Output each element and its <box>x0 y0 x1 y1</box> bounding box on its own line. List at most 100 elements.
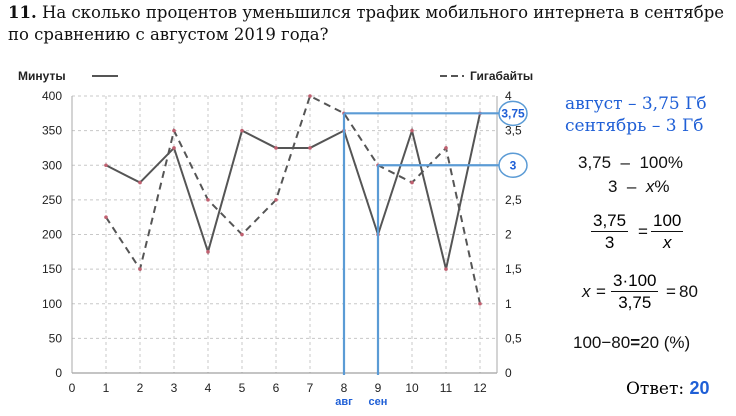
x-tick-label: 3 <box>171 381 178 395</box>
proportion-1-left: 3,75 <box>578 153 612 172</box>
proportion-2-var: x <box>645 177 655 196</box>
chart-grid <box>72 95 497 374</box>
x-tick-label: 0 <box>69 381 76 395</box>
eq2-sign-1: = <box>596 282 606 301</box>
y-right-tick-label: 2,5 <box>505 193 522 207</box>
data-point-gigabytes <box>206 198 210 202</box>
data-point-gigabytes <box>478 301 482 306</box>
y-right-tick-label: 4 <box>505 89 512 103</box>
eq2-numerator: 3·100 <box>611 271 659 292</box>
answer: Ответ: 20 <box>626 378 710 399</box>
eq1-numerator-left: 3,75 <box>591 211 629 232</box>
august-value-label: 3,75 <box>501 106 525 120</box>
proportion-1-right: 100% <box>639 153 683 172</box>
y-left-tick-label: 400 <box>42 89 62 103</box>
y-right-tick-label: 0 <box>505 366 512 380</box>
eq1-denominator-right: x <box>662 233 672 252</box>
x-tick-label: 6 <box>273 381 280 395</box>
question-text: На сколько процентов уменьшился трафик м… <box>8 3 725 44</box>
eq1-fraction-left: 3,75 3 <box>591 211 629 253</box>
y-left-tick-label: 100 <box>42 297 62 311</box>
y-right-tick-label: 1 <box>505 297 512 311</box>
question-number: 11. <box>8 3 37 22</box>
data-point-gigabytes <box>240 232 244 237</box>
data-point-gigabytes <box>274 198 278 202</box>
y-right-tick-label: 1,5 <box>505 262 522 276</box>
data-point-minutes <box>138 180 142 185</box>
legend-label-minutes: Минуты <box>18 69 66 83</box>
solution-august: август – 3,75 Гб <box>565 94 707 114</box>
x-tick-label: 8 <box>341 381 348 395</box>
september-value-label: 3 <box>510 158 517 172</box>
x-tick-label: 5 <box>239 381 246 395</box>
data-point-minutes <box>172 146 176 150</box>
proportion-row-1: 3,75 – 100% <box>578 153 683 173</box>
x-tick-label: 7 <box>307 381 314 395</box>
y-left-tick-label: 300 <box>42 158 62 172</box>
x-mark-september: сен <box>369 396 388 408</box>
data-point-gigabytes <box>444 146 448 150</box>
data-point-minutes <box>274 146 278 150</box>
proportion-1-dash: – <box>620 153 631 172</box>
y-right-tick-label: 0,5 <box>505 331 522 345</box>
series-line-minutes <box>105 113 481 270</box>
solution-september: сентябрь – 3 Гб <box>565 116 704 136</box>
data-point-minutes <box>240 128 244 133</box>
eq2-denominator: 3,75 <box>618 293 652 312</box>
data-point-gigabytes <box>138 267 142 271</box>
y-right-tick-label: 3,5 <box>505 124 522 138</box>
eq1-numerator-right: 100 <box>651 211 684 232</box>
x-tick-label: 4 <box>205 381 212 395</box>
proportion-row-2: 3 – x% <box>608 177 669 197</box>
y-left-tick-label: 150 <box>42 262 62 276</box>
eq2-result: 80 <box>679 282 698 301</box>
data-point-minutes <box>104 163 108 168</box>
data-point-minutes <box>444 267 448 271</box>
value-circle <box>498 100 528 127</box>
answer-label: Ответ: <box>626 379 685 399</box>
x-tick-label: 2 <box>137 381 144 395</box>
eq3-sign: = <box>630 333 641 352</box>
eq2-sign-2: = <box>666 282 676 301</box>
eq3-result: 20 (%) <box>640 333 691 352</box>
y-left-tick-label: 250 <box>42 193 62 207</box>
y-left-tick-label: 0 <box>55 366 62 380</box>
x-tick-label: 11 <box>440 381 453 395</box>
y-left-tick-label: 350 <box>42 124 62 138</box>
eq1-denominator-left: 3 <box>604 233 615 252</box>
proportion-2-percent: % <box>654 177 670 196</box>
data-point-gigabytes <box>104 215 108 219</box>
eq3-row: 100−80=20 (%) <box>573 333 690 353</box>
data-point-minutes <box>410 128 414 133</box>
data-point-minutes <box>308 146 312 150</box>
data-point-gigabytes <box>172 128 176 133</box>
x-tick-label: 10 <box>405 381 419 395</box>
proportion-2-dash: – <box>626 177 637 196</box>
x-mark-august: авг <box>335 396 353 408</box>
eq1-sign: = <box>638 222 648 241</box>
eq2-fraction: 3·100 3,75 <box>611 271 659 313</box>
chart-legend: Минуты Гигабайты <box>18 69 533 83</box>
x-tick-label: 12 <box>473 381 487 395</box>
x-tick-label: 9 <box>375 381 382 395</box>
chart-series <box>104 94 482 306</box>
proportion-2-left: 3 <box>608 177 618 196</box>
value-circle <box>498 152 528 178</box>
chart-axes: 00500,510011501,520022502,530033503,5400… <box>42 89 522 395</box>
answer-value: 20 <box>689 378 710 398</box>
question: 11. На сколько процентов уменьшился траф… <box>8 2 730 46</box>
y-left-tick-label: 200 <box>42 228 62 242</box>
legend-label-gigabytes: Гигабайты <box>470 69 533 83</box>
y-right-tick-label: 2 <box>505 228 512 242</box>
data-point-minutes <box>206 250 210 254</box>
x-tick-label: 1 <box>103 381 110 395</box>
chart-annotations: 3,75 авг 3 сен <box>335 100 528 408</box>
y-left-tick-label: 50 <box>49 331 63 345</box>
data-point-gigabytes <box>410 180 414 185</box>
eq3-expression: 100−80 <box>573 333 631 352</box>
data-point-gigabytes <box>308 94 312 98</box>
eq2-var: x <box>582 282 591 301</box>
eq1-fraction-right: 100 x <box>651 211 684 253</box>
series-line-gigabytes <box>105 94 481 304</box>
